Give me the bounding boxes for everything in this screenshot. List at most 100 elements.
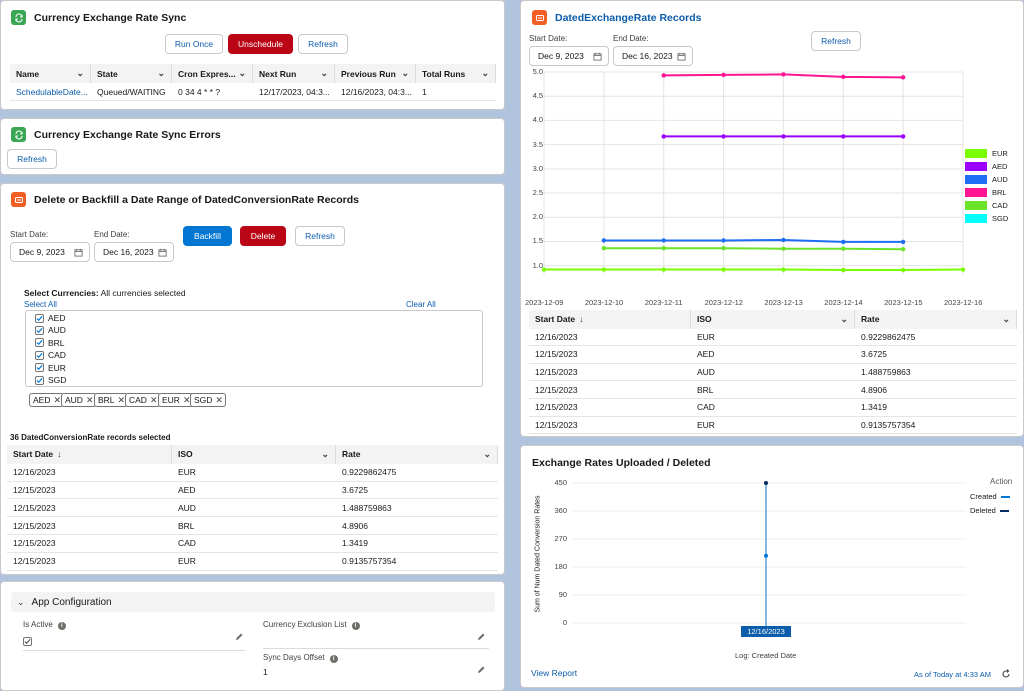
legend-item[interactable]: CAD <box>965 201 1008 210</box>
currency-pill[interactable]: AED✕ <box>29 393 64 407</box>
close-icon[interactable]: ✕ <box>118 395 126 406</box>
table-header-cell[interactable]: Name⌄ <box>10 64 91 83</box>
legend-label: BRL <box>992 188 1007 197</box>
close-icon[interactable]: ✕ <box>215 395 223 406</box>
series-line <box>604 240 903 242</box>
checkmark-icon <box>36 377 43 384</box>
config-title: App Configuration <box>32 597 112 608</box>
view-report-link[interactable]: View Report <box>531 668 577 678</box>
currency-listbox[interactable] <box>25 310 483 387</box>
records-end-date[interactable]: Dec 16, 2023 <box>613 46 693 66</box>
currency-option[interactable]: CAD <box>35 350 66 360</box>
clear-all-link[interactable]: Clear All <box>406 300 436 309</box>
legend-item[interactable]: SGD <box>965 214 1008 223</box>
delete-button[interactable]: Delete <box>240 226 286 246</box>
errors-card-title: Currency Exchange Rate Sync Errors <box>34 129 221 141</box>
sync-errors-icon <box>11 127 26 142</box>
table-cell: AUD <box>691 364 855 382</box>
table-header-cell[interactable]: Start Date↓ <box>7 445 172 464</box>
exclusion-divider <box>263 648 489 649</box>
table-cell[interactable]: SchedulableDate... <box>10 83 91 101</box>
backfill-end-date[interactable]: Dec 16, 2023 <box>94 242 174 262</box>
sync-refresh-button[interactable]: Refresh <box>298 34 348 54</box>
table-header-cell[interactable]: Start Date↓ <box>529 310 691 329</box>
data-point <box>841 268 845 272</box>
currency-option[interactable]: AED <box>35 313 65 323</box>
currency-option[interactable]: BRL <box>35 338 65 348</box>
currency-option-label: EUR <box>48 363 66 373</box>
legend-item[interactable]: Created <box>970 492 1010 501</box>
data-point <box>721 238 725 242</box>
edit-pencil-icon[interactable] <box>234 632 244 642</box>
x-tick-label: 2023-12-14 <box>824 298 862 307</box>
table-header-cell[interactable]: Cron Expres...⌄ <box>172 64 253 83</box>
data-point <box>602 267 606 271</box>
backfill-refresh-button[interactable]: Refresh <box>295 226 345 246</box>
currency-checkbox[interactable] <box>35 338 44 347</box>
currency-option-label: AED <box>48 313 65 323</box>
legend-swatch <box>1000 510 1009 512</box>
currency-option[interactable]: EUR <box>35 363 66 373</box>
legend-item[interactable]: EUR <box>965 149 1008 158</box>
currency-pill[interactable]: SGD✕ <box>190 393 226 407</box>
backfill-start-date[interactable]: Dec 9, 2023 <box>10 242 90 262</box>
table-header-cell[interactable]: Next Run⌄ <box>253 64 335 83</box>
currency-checkbox[interactable] <box>35 326 44 335</box>
table-header-cell[interactable]: Rate⌄ <box>855 310 1017 329</box>
table-cell: 12/15/2023 <box>529 346 691 364</box>
unschedule-button[interactable]: Unschedule <box>228 34 293 54</box>
currency-checkbox[interactable] <box>35 314 44 323</box>
series-line <box>604 248 903 249</box>
close-icon[interactable]: ✕ <box>86 395 94 406</box>
table-header-cell[interactable]: ISO⌄ <box>691 310 855 329</box>
data-point <box>764 481 768 485</box>
refresh-icon[interactable] <box>1001 669 1011 679</box>
data-point <box>662 73 666 77</box>
legend-item[interactable]: AED <box>965 162 1007 171</box>
currency-pill-label: AED <box>33 395 50 405</box>
currency-pill[interactable]: EUR✕ <box>158 393 194 407</box>
table-cell: AED <box>172 482 336 500</box>
records-refresh-button[interactable]: Refresh <box>811 31 861 51</box>
backfill-end-value: Dec 16, 2023 <box>103 247 154 257</box>
records-card-title[interactable]: DatedExchangeRate Records <box>555 12 701 24</box>
currency-checkbox[interactable] <box>35 351 44 360</box>
legend-swatch <box>965 188 987 197</box>
table-header-cell[interactable]: State⌄ <box>91 64 172 83</box>
backfill-button[interactable]: Backfill <box>183 226 232 246</box>
table-header-cell[interactable]: Rate⌄ <box>336 445 498 464</box>
as-of-text: As of Today at 4:33 AM <box>914 670 991 679</box>
records-start-date[interactable]: Dec 9, 2023 <box>529 46 609 66</box>
currency-checkbox[interactable] <box>35 363 44 372</box>
table-cell: 1 <box>416 83 496 101</box>
legend-item[interactable]: Deleted <box>970 506 1009 515</box>
close-icon[interactable]: ✕ <box>53 395 61 406</box>
table-header-cell[interactable]: Previous Run⌄ <box>335 64 416 83</box>
currency-checkbox[interactable] <box>35 376 44 385</box>
table-cell: EUR <box>691 329 855 347</box>
currency-pill[interactable]: AUD✕ <box>61 393 97 407</box>
legend-item[interactable]: AUD <box>965 175 1008 184</box>
edit-pencil-icon[interactable] <box>476 665 486 675</box>
column-header-label: Rate <box>861 314 879 324</box>
x-tick-label: 2023-12-15 <box>884 298 922 307</box>
column-header-label: Rate <box>342 449 360 459</box>
table-cell: 12/15/2023 <box>529 399 691 417</box>
table-header-cell[interactable]: ISO⌄ <box>172 445 336 464</box>
currency-option[interactable]: SGD <box>35 375 66 385</box>
errors-refresh-button[interactable]: Refresh <box>7 149 57 169</box>
table-cell: 12/15/2023 <box>529 417 691 435</box>
run-once-button[interactable]: Run Once <box>165 34 223 54</box>
edit-pencil-icon[interactable] <box>476 632 486 642</box>
data-point <box>602 246 606 250</box>
close-icon[interactable]: ✕ <box>150 395 158 406</box>
currency-option[interactable]: AUD <box>35 325 66 335</box>
config-section-header[interactable]: ⌄ App Configuration <box>11 592 495 612</box>
currency-pill[interactable]: CAD✕ <box>125 393 161 407</box>
currency-pill[interactable]: BRL✕ <box>94 393 128 407</box>
legend-item[interactable]: BRL <box>965 188 1007 197</box>
select-all-link[interactable]: Select All <box>24 300 57 309</box>
table-header-cell[interactable]: Total Runs⌄ <box>416 64 496 83</box>
upload-x-tick-badge: 12/16/2023 <box>741 626 791 637</box>
column-header-label: Name <box>16 69 39 79</box>
